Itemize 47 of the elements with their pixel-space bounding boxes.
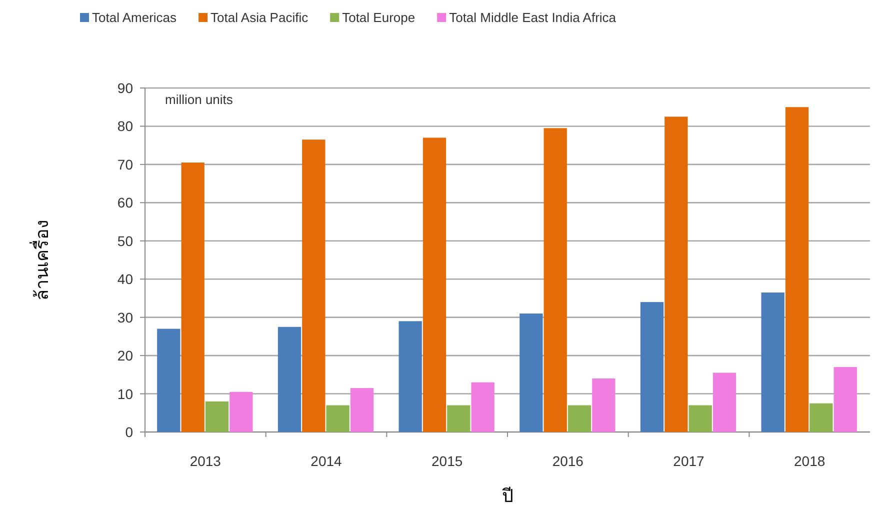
bar [712, 372, 736, 432]
bar [471, 382, 494, 432]
bar [157, 328, 180, 432]
x-tick-label: 2015 [432, 453, 463, 469]
bar [592, 378, 616, 432]
legend-label: Total Middle East India Africa [449, 10, 617, 25]
x-tick-label: 2018 [794, 453, 826, 469]
bar [181, 162, 204, 432]
bar [350, 388, 374, 432]
y-tick-label: 30 [117, 309, 134, 326]
bar [568, 405, 592, 432]
y-tick-label: 90 [117, 80, 134, 96]
x-axis-title: ปี [502, 486, 513, 506]
annotation: million units [165, 92, 234, 107]
y-tick-label: 50 [117, 232, 134, 249]
bar [520, 314, 543, 432]
bar [205, 401, 229, 432]
bar [398, 321, 422, 432]
bar [447, 405, 470, 432]
y-tick-label: 60 [117, 194, 134, 211]
bar [544, 128, 567, 432]
y-tick-label: 40 [117, 271, 134, 288]
bar [810, 403, 833, 432]
bar [640, 302, 664, 432]
y-tick-label: 10 [117, 386, 134, 402]
bar [664, 116, 688, 432]
bar [230, 392, 253, 432]
y-tick-label: 20 [117, 348, 134, 364]
x-tick-label: 2016 [552, 453, 584, 469]
y-axis-title: ล้านเครื่อง [29, 220, 52, 300]
bar [326, 405, 350, 432]
bar [834, 367, 857, 432]
bar [785, 107, 809, 432]
y-tick-label: 70 [117, 156, 134, 172]
y-tick-label: 0 [125, 424, 134, 440]
legend-label: Total Americas [92, 10, 178, 25]
legend-label: Total Europe [342, 10, 416, 25]
bar [422, 138, 446, 432]
x-tick-label: 2017 [673, 453, 705, 469]
legend-label: Total Asia Pacific [210, 10, 309, 25]
x-tick-label: 2014 [310, 453, 342, 469]
y-tick-label: 80 [117, 118, 134, 134]
bar [761, 292, 784, 432]
bar [688, 405, 712, 432]
bar [302, 140, 326, 432]
bar [278, 326, 302, 432]
x-tick-label: 2013 [190, 453, 222, 469]
